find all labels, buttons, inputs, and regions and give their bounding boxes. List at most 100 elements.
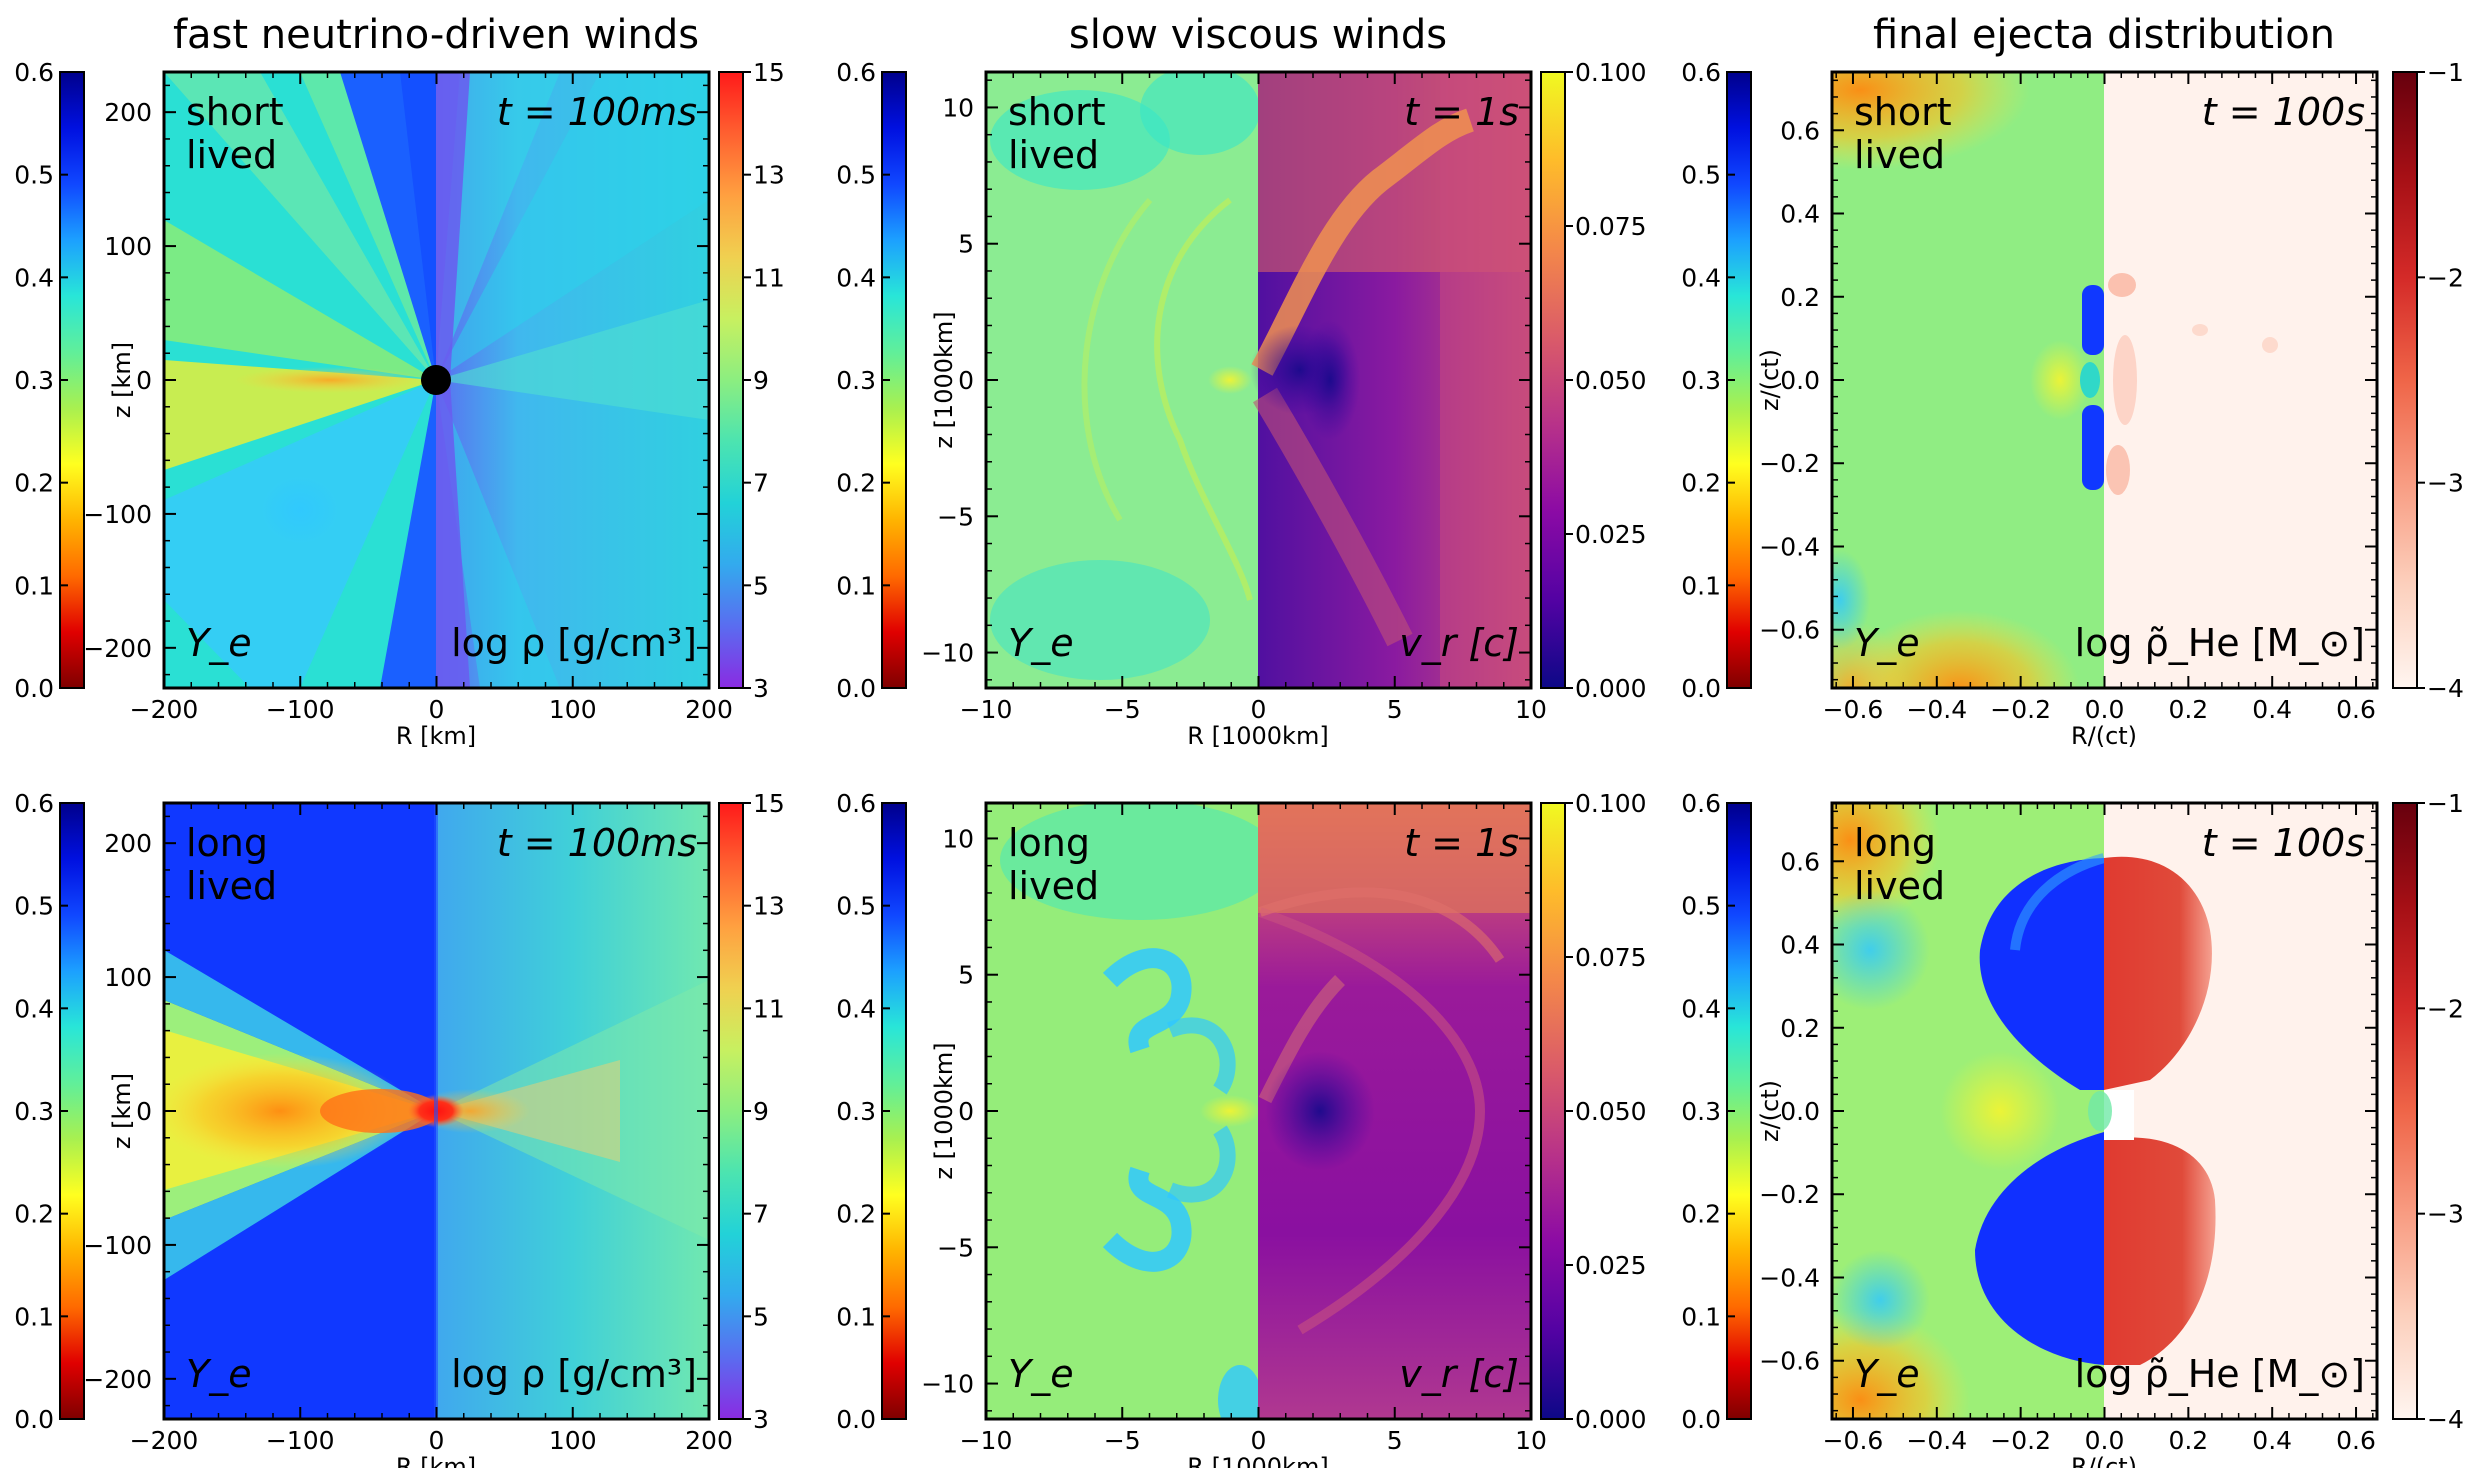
colorbar-tick-label: 0.2: [14, 1200, 54, 1229]
y-tick-label: 0.2: [1780, 1014, 1820, 1043]
colorbar-tick-label: 0.4: [836, 994, 876, 1023]
y-tick-label: −5: [937, 502, 974, 531]
colorbar-tick-label: 0.025: [1575, 520, 1647, 549]
colorbar-tick-label: 0.100: [1575, 58, 1647, 87]
x-tick-label: 0: [429, 1426, 445, 1455]
panel-slow-long: [986, 803, 1531, 1419]
colorbar-tick-label: 15: [753, 58, 785, 87]
row-label-long-line2: lived: [1008, 864, 1099, 908]
x-tick-label: −10: [960, 1426, 1013, 1455]
field-label-he: log ρ̃_He [M_⊙]: [2075, 621, 2365, 665]
colorbar-tick-label: 15: [753, 789, 785, 818]
y-tick-label: 0: [136, 1097, 152, 1126]
panel-final-short: [1832, 72, 2377, 688]
y-tick-label: −200: [83, 634, 152, 663]
colorbar-tick-label: 0.5: [836, 161, 876, 190]
colorbar-tick-label: 0.000: [1575, 1405, 1647, 1434]
colorbar-tick-label: 0.2: [1681, 1200, 1721, 1229]
x-tick-label: 0.0: [2085, 695, 2125, 724]
x-tick-label: −5: [1104, 695, 1141, 724]
y-tick-label: −0.2: [1759, 1180, 1820, 1209]
x-tick-label: 10: [1515, 695, 1547, 724]
column-title-fast: fast neutrino-driven winds: [173, 12, 699, 58]
colorbar-tick-label: −1: [2427, 58, 2464, 87]
colorbar-tick-label: 0.1: [1681, 571, 1721, 600]
colorbar-tick-label: 0.2: [836, 1200, 876, 1229]
x-tick-label: 200: [685, 1426, 733, 1455]
colorbar-tick-label: 0.1: [14, 571, 54, 600]
time-label-fast: t = 100ms: [497, 90, 697, 134]
colorbar-tick-label: 9: [753, 366, 769, 395]
colorbar-vr: [1540, 71, 1566, 689]
time-label-fast: t = 100ms: [497, 821, 697, 865]
colorbar-tick-label: 0.3: [836, 366, 876, 395]
colorbar-tick-label: −4: [2427, 1405, 2464, 1434]
y-tick-label: −100: [83, 1231, 152, 1260]
y-tick-label: 0: [958, 1097, 974, 1126]
colorbar-tick-label: 0.2: [14, 469, 54, 498]
row-label-short-line1: short: [1854, 90, 1952, 134]
y-tick-label: −5: [937, 1233, 974, 1262]
x-axis-label-slow: R [1000km]: [1187, 1453, 1328, 1468]
field-label-he: log ρ̃_He [M_⊙]: [2075, 1352, 2365, 1396]
time-label-final: t = 100s: [2202, 90, 2365, 134]
colorbar-tick-label: 3: [753, 1405, 769, 1434]
row-label-short-line1: short: [1008, 90, 1106, 134]
panel-fast-short: [164, 72, 709, 688]
colorbar-tick-label: 0.6: [836, 58, 876, 87]
x-tick-label: −5: [1104, 1426, 1141, 1455]
y-tick-label: 0.6: [1780, 847, 1820, 876]
colorbar-vr: [1540, 802, 1566, 1420]
x-tick-label: 5: [1387, 1426, 1403, 1455]
x-tick-label: 0.2: [2168, 695, 2208, 724]
colorbar-tick-label: −2: [2427, 994, 2464, 1023]
colorbar-tick-label: 0.6: [14, 789, 54, 818]
time-label-slow: t = 1s: [1404, 821, 1519, 865]
x-tick-label: −0.6: [1823, 695, 1884, 724]
x-tick-label: −100: [266, 1426, 335, 1455]
colorbar-tick-label: 0.3: [1681, 1097, 1721, 1126]
colorbar-rho: [718, 802, 744, 1420]
y-tick-label: −0.4: [1759, 532, 1820, 561]
y-tick-label: 100: [104, 963, 152, 992]
colorbar-tick-label: 0.0: [1681, 1405, 1721, 1434]
colorbar-tick-label: −4: [2427, 674, 2464, 703]
x-tick-label: 5: [1387, 695, 1403, 724]
colorbar-tick-label: 0.3: [1681, 366, 1721, 395]
colorbar-tick-label: 0.050: [1575, 366, 1647, 395]
colorbar-tick-label: 0.100: [1575, 789, 1647, 818]
x-tick-label: 0: [1251, 1426, 1267, 1455]
colorbar-tick-label: 3: [753, 674, 769, 703]
row-label-short-line1: short: [186, 90, 284, 134]
x-tick-label: 200: [685, 695, 733, 724]
row-label-short-line2: lived: [1008, 133, 1099, 177]
colorbar-tick-label: 11: [753, 263, 785, 292]
y-tick-label: 0.2: [1780, 283, 1820, 312]
y-tick-label: 10: [942, 824, 974, 853]
x-tick-label: 0.4: [2252, 695, 2292, 724]
y-tick-label: 0.4: [1780, 200, 1820, 229]
y-tick-label: −10: [921, 639, 974, 668]
colorbar-tick-label: 5: [753, 1302, 769, 1331]
colorbar-tick-label: 0.2: [836, 469, 876, 498]
colorbar-tick-label: 0.075: [1575, 212, 1647, 241]
colorbar-tick-label: 0.5: [836, 892, 876, 921]
colorbar-tick-label: 0.050: [1575, 1097, 1647, 1126]
y-tick-label: −10: [921, 1370, 974, 1399]
y-axis-label-final: z/(ct): [1756, 349, 1784, 411]
row-label-long-line1: long: [1854, 821, 1936, 865]
x-tick-label: −0.2: [1990, 695, 2051, 724]
y-tick-label: 0: [958, 366, 974, 395]
field-label-ye: Y_e: [186, 1352, 252, 1396]
y-axis-label-slow: z [1000km]: [930, 1042, 958, 1179]
tick-marks: [60, 71, 2425, 1420]
y-axis-label-fast: z [km]: [108, 342, 136, 418]
y-tick-label: 5: [958, 961, 974, 990]
colorbar-tick-label: 7: [753, 469, 769, 498]
colorbar-tick-label: 0.4: [1681, 263, 1721, 292]
field-label-vr: v_r [c]: [1399, 1352, 1519, 1396]
colorbar-tick-label: 0.5: [14, 161, 54, 190]
colorbar-tick-label: −2: [2427, 263, 2464, 292]
colorbar-tick-label: 13: [753, 892, 785, 921]
